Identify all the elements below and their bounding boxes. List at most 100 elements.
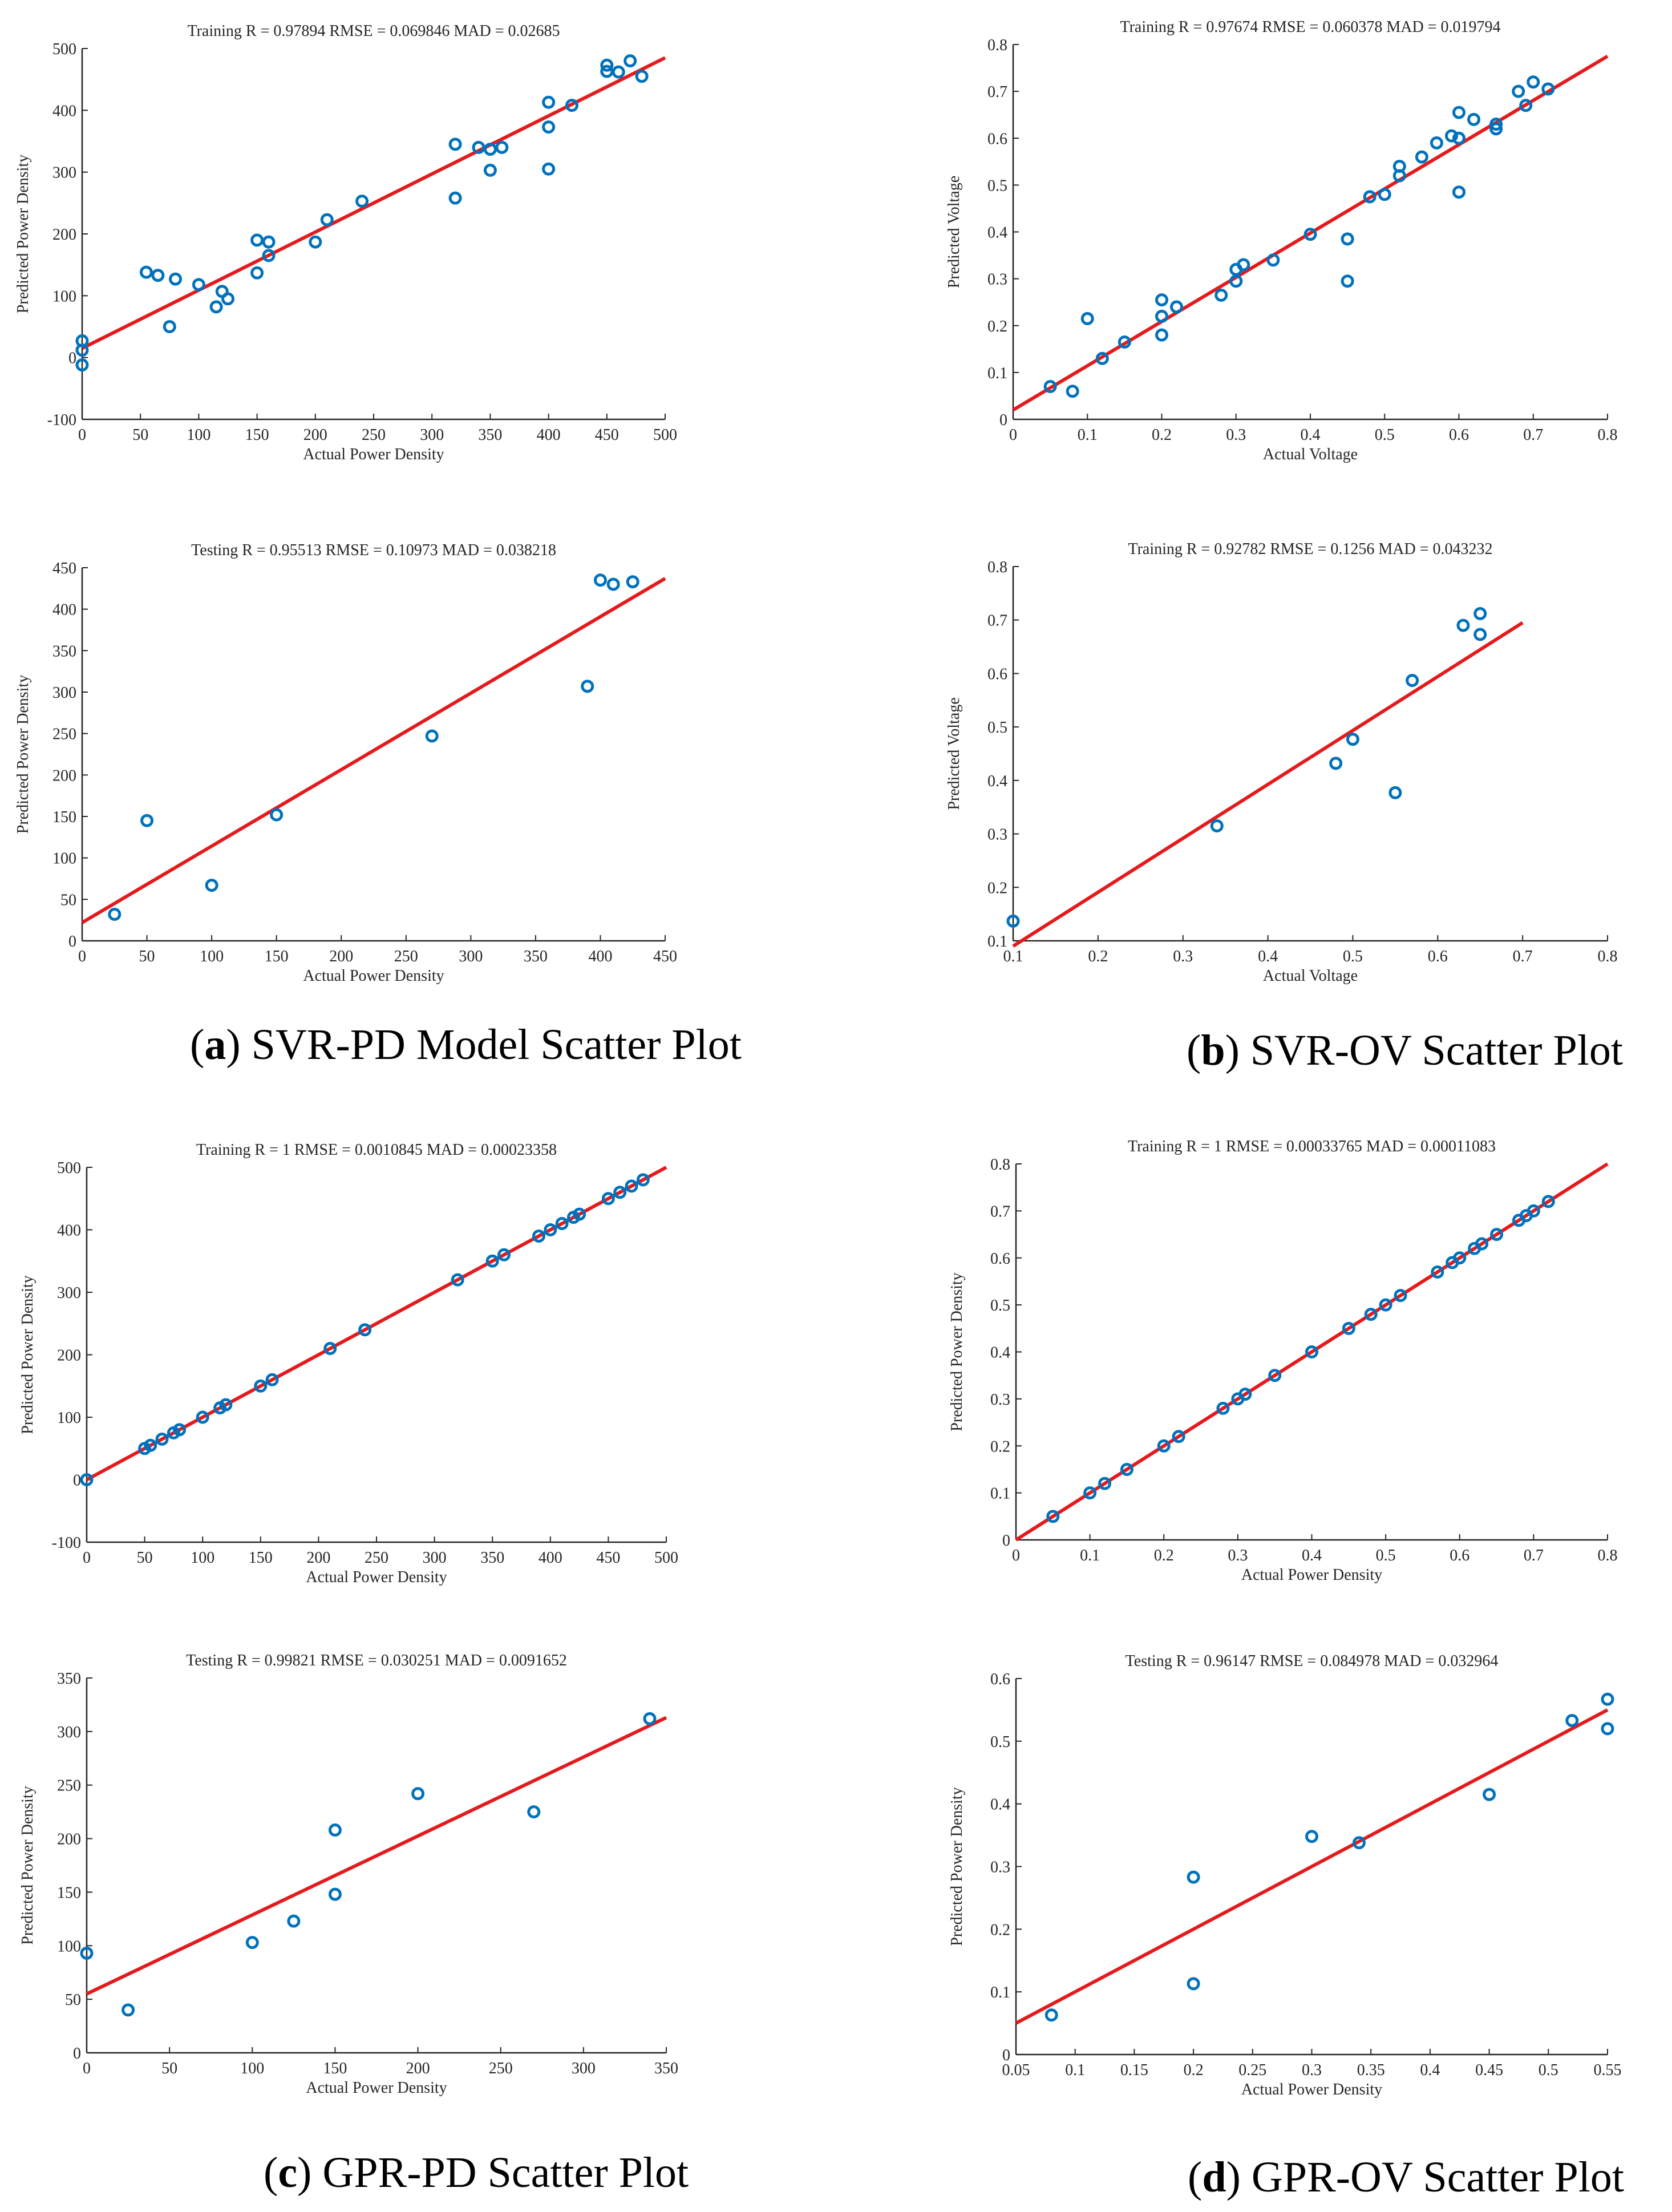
data-point — [328, 1887, 342, 1901]
data-point — [1043, 380, 1057, 394]
y-tick-label: 200 — [52, 226, 76, 244]
y-axis-label: Predicted Power Density — [14, 155, 32, 313]
x-tick-label: 350 — [654, 2060, 678, 2077]
x-tick-label: 0.4 — [1258, 948, 1278, 965]
fit-line — [1012, 54, 1609, 412]
fit-line — [81, 577, 666, 924]
data-point — [1303, 228, 1317, 241]
y-tick-label: -100 — [47, 411, 76, 429]
data-point — [425, 729, 439, 743]
x-axis-label: Actual Voltage — [1263, 967, 1358, 985]
data-point — [624, 54, 637, 68]
y-tick-label: 50 — [60, 891, 76, 909]
chart-title: Training R = 1 RMSE = 0.00033765 MAD = 0… — [1128, 1138, 1496, 1155]
y-tick-label: 400 — [57, 1222, 81, 1240]
data-point — [1430, 136, 1443, 149]
data-point — [1483, 1788, 1496, 1801]
data-point — [1388, 786, 1402, 799]
x-axis-label: Actual Voltage — [1263, 446, 1358, 463]
data-point — [1363, 190, 1377, 204]
y-tick-label: 0 — [1002, 1532, 1010, 1550]
y-tick-label: 0.6 — [987, 130, 1007, 148]
caption-d: (d) GPR-OV Scatter Plot — [1188, 2153, 1624, 2201]
chart-title: Testing R = 0.96147 RMSE = 0.084978 MAD … — [1126, 1652, 1499, 1670]
data-point — [108, 907, 122, 921]
data-point — [1268, 1369, 1282, 1382]
x-tick-label: 0.4 — [1302, 1547, 1322, 1564]
data-point — [1364, 1308, 1378, 1321]
x-tick-label: 150 — [265, 948, 289, 965]
x-tick-label: 50 — [137, 1549, 153, 1567]
chart-a-train: 0 50 100 150 200 250 300 350 400 450 500-100010020… — [14, 22, 677, 463]
data-point — [1444, 129, 1458, 143]
data-point — [1527, 75, 1540, 89]
y-tick-label: 0.3 — [987, 271, 1007, 289]
x-axis-label: Actual Power Density — [1241, 2081, 1382, 2098]
data-point — [163, 320, 176, 333]
y-tick-label: 0 — [73, 2045, 81, 2063]
x-tick-label: 0.3 — [1226, 426, 1246, 444]
x-tick-label: 300 — [420, 426, 444, 444]
data-point — [75, 334, 89, 347]
x-tick-label: 250 — [394, 948, 418, 965]
chart-b-test: 0.1 0.2 0.3 0.4 0.5 0.6 0.7 0.8 0.1 0.2 0.3 0.4 0.5 0… — [945, 540, 1618, 985]
y-tick-label: 0.7 — [987, 612, 1007, 630]
data-point — [1541, 82, 1555, 96]
data-point — [358, 1323, 372, 1337]
x-tick-label: 0.7 — [1524, 1547, 1544, 1564]
data-point — [192, 278, 205, 292]
x-axis-label: Actual Power Density — [303, 967, 444, 985]
x-tick-label: 250 — [365, 1549, 388, 1567]
chart-title: Testing R = 0.99821 RMSE = 0.030251 MAD … — [186, 1652, 567, 1669]
y-tick-label: 100 — [52, 288, 76, 305]
x-tick-label: 350 — [480, 1549, 504, 1567]
y-tick-label: 0 — [73, 1472, 81, 1490]
x-tick-label: 300 — [423, 1549, 447, 1567]
data-point — [1118, 335, 1131, 349]
y-tick-label: 0.6 — [990, 1671, 1010, 1688]
y-tick-label: 0.1 — [987, 365, 1007, 382]
chart-a-test: 0 50 100 150 200 250 300 350 400 450 0 50 100 150 200 2… — [14, 541, 677, 985]
y-tick-label: 0.5 — [987, 719, 1007, 737]
y-tick-label: 250 — [57, 1777, 81, 1795]
data-point — [643, 1712, 657, 1725]
y-tick-label: 0.4 — [990, 1344, 1010, 1362]
data-point — [472, 140, 485, 154]
y-tick-label: 0 — [68, 350, 76, 367]
y-tick-label: 100 — [57, 1409, 81, 1427]
x-tick-label: 400 — [539, 1549, 562, 1567]
data-point — [1453, 1251, 1467, 1265]
fit-line — [1015, 1162, 1609, 1542]
y-tick-label: 0.3 — [990, 1391, 1010, 1409]
x-tick-label: 0.4 — [1420, 2061, 1440, 2079]
x-tick-label: 0.05 — [1002, 2061, 1030, 2079]
x-tick-label: 250 — [489, 2060, 513, 2077]
x-tick-label: 200 — [306, 1549, 330, 1567]
data-point — [451, 1273, 464, 1287]
x-tick-label: 0.5 — [1343, 948, 1363, 965]
data-point — [1095, 351, 1109, 365]
x-tick-label: 0.6 — [1449, 426, 1469, 444]
data-point — [250, 233, 264, 247]
y-tick-label: 300 — [57, 1724, 81, 1741]
x-tick-label: 450 — [595, 426, 619, 444]
data-point — [1467, 112, 1481, 126]
data-point — [1170, 300, 1184, 314]
data-point — [1489, 122, 1503, 136]
data-point — [320, 213, 334, 227]
x-tick-label: 0.3 — [1173, 948, 1193, 965]
data-point — [219, 1398, 233, 1412]
data-point — [1210, 819, 1224, 833]
x-tick-label: 0.8 — [1598, 948, 1618, 965]
data-point — [636, 1173, 650, 1187]
x-tick-label: 0 — [78, 426, 86, 444]
x-tick-label: 200 — [303, 426, 327, 444]
data-point — [1527, 1204, 1540, 1218]
x-axis-label: Actual Power Density — [303, 446, 444, 463]
y-tick-label: 150 — [57, 1884, 81, 1902]
data-point — [606, 577, 620, 591]
x-tick-label: 450 — [596, 1549, 620, 1567]
y-tick-label: 0.2 — [987, 318, 1007, 335]
y-tick-label: 350 — [52, 642, 76, 660]
